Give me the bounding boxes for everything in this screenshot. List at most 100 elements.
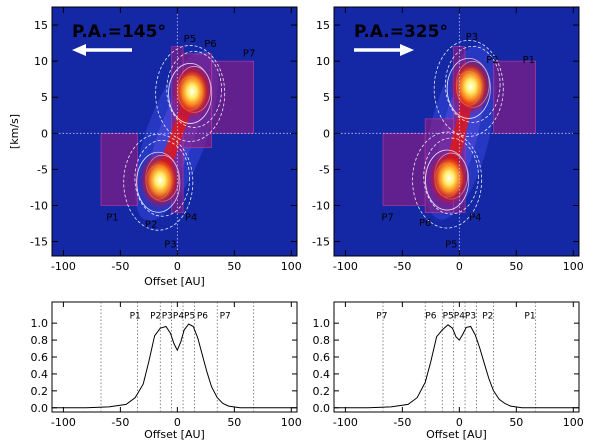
region-label: P1 — [130, 312, 141, 322]
y-tick-label: 0.8 — [313, 334, 331, 347]
region-label: P2 — [145, 220, 157, 231]
region-label: P6 — [425, 312, 436, 322]
x-tick-label: 50 — [227, 416, 241, 429]
region-label: P4 — [469, 212, 481, 223]
y-tick-label: 0 — [41, 127, 48, 140]
y-tick-label: 10 — [316, 55, 330, 68]
panel-frame — [333, 6, 580, 257]
region-label: P7 — [376, 312, 387, 322]
region-label: P7 — [243, 48, 255, 59]
emission-peak — [170, 61, 215, 122]
x-tick-label: 100 — [563, 416, 584, 429]
x-tick-label: -100 — [51, 260, 76, 273]
y-tick-label: 0.6 — [313, 351, 331, 364]
y-tick-label: 0.2 — [313, 385, 331, 398]
x-tick-label: 50 — [509, 416, 523, 429]
region-label: P5 — [445, 240, 457, 251]
x-tick-label: -50 — [111, 260, 129, 273]
y-tick-label: 0.0 — [31, 402, 49, 415]
x-tick-label: 100 — [563, 260, 584, 273]
region-label: P1 — [524, 312, 535, 322]
y-tick-label: 10 — [34, 55, 48, 68]
x-tick-label: 0 — [456, 416, 463, 429]
x-tick-label: -50 — [111, 416, 129, 429]
x-tick-label: 0 — [456, 260, 463, 273]
chart-title: P.A.=325° — [354, 22, 448, 42]
region-label: P2 — [150, 312, 161, 322]
contour — [412, 131, 483, 229]
x-tick-label: 100 — [281, 416, 302, 429]
region-label: P7 — [220, 312, 231, 322]
y-tick-label: -5 — [37, 163, 48, 176]
x-tick-label: -100 — [333, 416, 358, 429]
panel-frame — [51, 6, 298, 257]
region-label: P6 — [204, 39, 216, 50]
region-label: P2 — [486, 55, 498, 66]
x-axis-label: Offset [AU] — [144, 428, 205, 440]
y-tick-label: 0.2 — [31, 385, 49, 398]
y-tick-label: 5 — [323, 91, 330, 104]
contour — [123, 133, 194, 231]
y-tick-label: 15 — [34, 19, 48, 32]
x-axis-label: Offset [AU] — [426, 428, 487, 440]
heatmap-image — [334, 7, 579, 256]
y-tick-label: 0.0 — [313, 402, 331, 415]
contour — [433, 39, 504, 137]
region-box — [493, 60, 536, 134]
profile-line — [334, 324, 579, 409]
emission-peak — [427, 148, 472, 209]
contour — [155, 45, 226, 142]
x-tick-label: -50 — [393, 416, 411, 429]
y-tick-label: -10 — [30, 199, 48, 212]
y-tick-label: 5 — [41, 91, 48, 104]
x-tick-label: -100 — [333, 260, 358, 273]
region-label: P2 — [482, 312, 493, 322]
panel-frame — [51, 301, 298, 413]
x-axis-label: Offset [AU] — [144, 275, 205, 288]
x-tick-label: 50 — [227, 260, 241, 273]
chart-title: P.A.=145° — [72, 22, 166, 42]
region-label: P5P4P3 — [443, 312, 476, 322]
y-tick-label: 0.6 — [31, 351, 49, 364]
region-label: P3 — [164, 240, 176, 251]
x-tick-label: -100 — [51, 416, 76, 429]
profile-panel-left: P1 P2 P3P4P5 P6 P7 -100 -50 0 50 100 0.0 0.2 0.4 0.6 0… — [31, 301, 302, 440]
profile-panel-right: P7 P6 P5P4P3 P2 P1 -100 -50 0 50 100 0.0 0.2 0.4 0.6 0… — [313, 301, 584, 440]
y-tick-label: 0.4 — [31, 368, 49, 381]
x-tick-label: 50 — [509, 260, 523, 273]
heatmap-image — [52, 7, 297, 256]
profile-line — [52, 323, 297, 409]
contour — [166, 51, 222, 128]
region-label: P3P4P5 — [162, 312, 195, 322]
y-tick-label: 15 — [316, 19, 330, 32]
y-tick-label: -10 — [312, 199, 330, 212]
y-tick-label: 1.0 — [31, 317, 49, 330]
region-box — [211, 60, 254, 134]
direction-arrow-head — [72, 44, 86, 56]
x-tick-label: 0 — [174, 416, 181, 429]
y-tick-label: -15 — [312, 236, 330, 249]
x-tick-label: 0 — [174, 260, 181, 273]
region-label: P1 — [523, 55, 535, 66]
region-label: P3 — [466, 32, 478, 43]
contour — [423, 137, 479, 215]
emission-peak — [138, 150, 183, 211]
y-tick-label: 0 — [323, 127, 330, 140]
y-tick-label: 1.0 — [313, 317, 331, 330]
panel-frame — [333, 301, 580, 413]
x-tick-label: -50 — [393, 260, 411, 273]
contour — [444, 45, 501, 123]
y-tick-label: -5 — [319, 163, 330, 176]
region-label: P5 — [184, 34, 196, 45]
y-tick-label: -15 — [30, 236, 48, 249]
region-label: P7 — [381, 212, 393, 223]
region-label: P6 — [419, 218, 431, 229]
region-label: P4 — [185, 212, 197, 223]
y-tick-label: 0.8 — [31, 334, 49, 347]
contour — [134, 139, 191, 217]
y-axis-label: [km/s] — [8, 114, 21, 149]
direction-arrow-head — [400, 44, 414, 56]
